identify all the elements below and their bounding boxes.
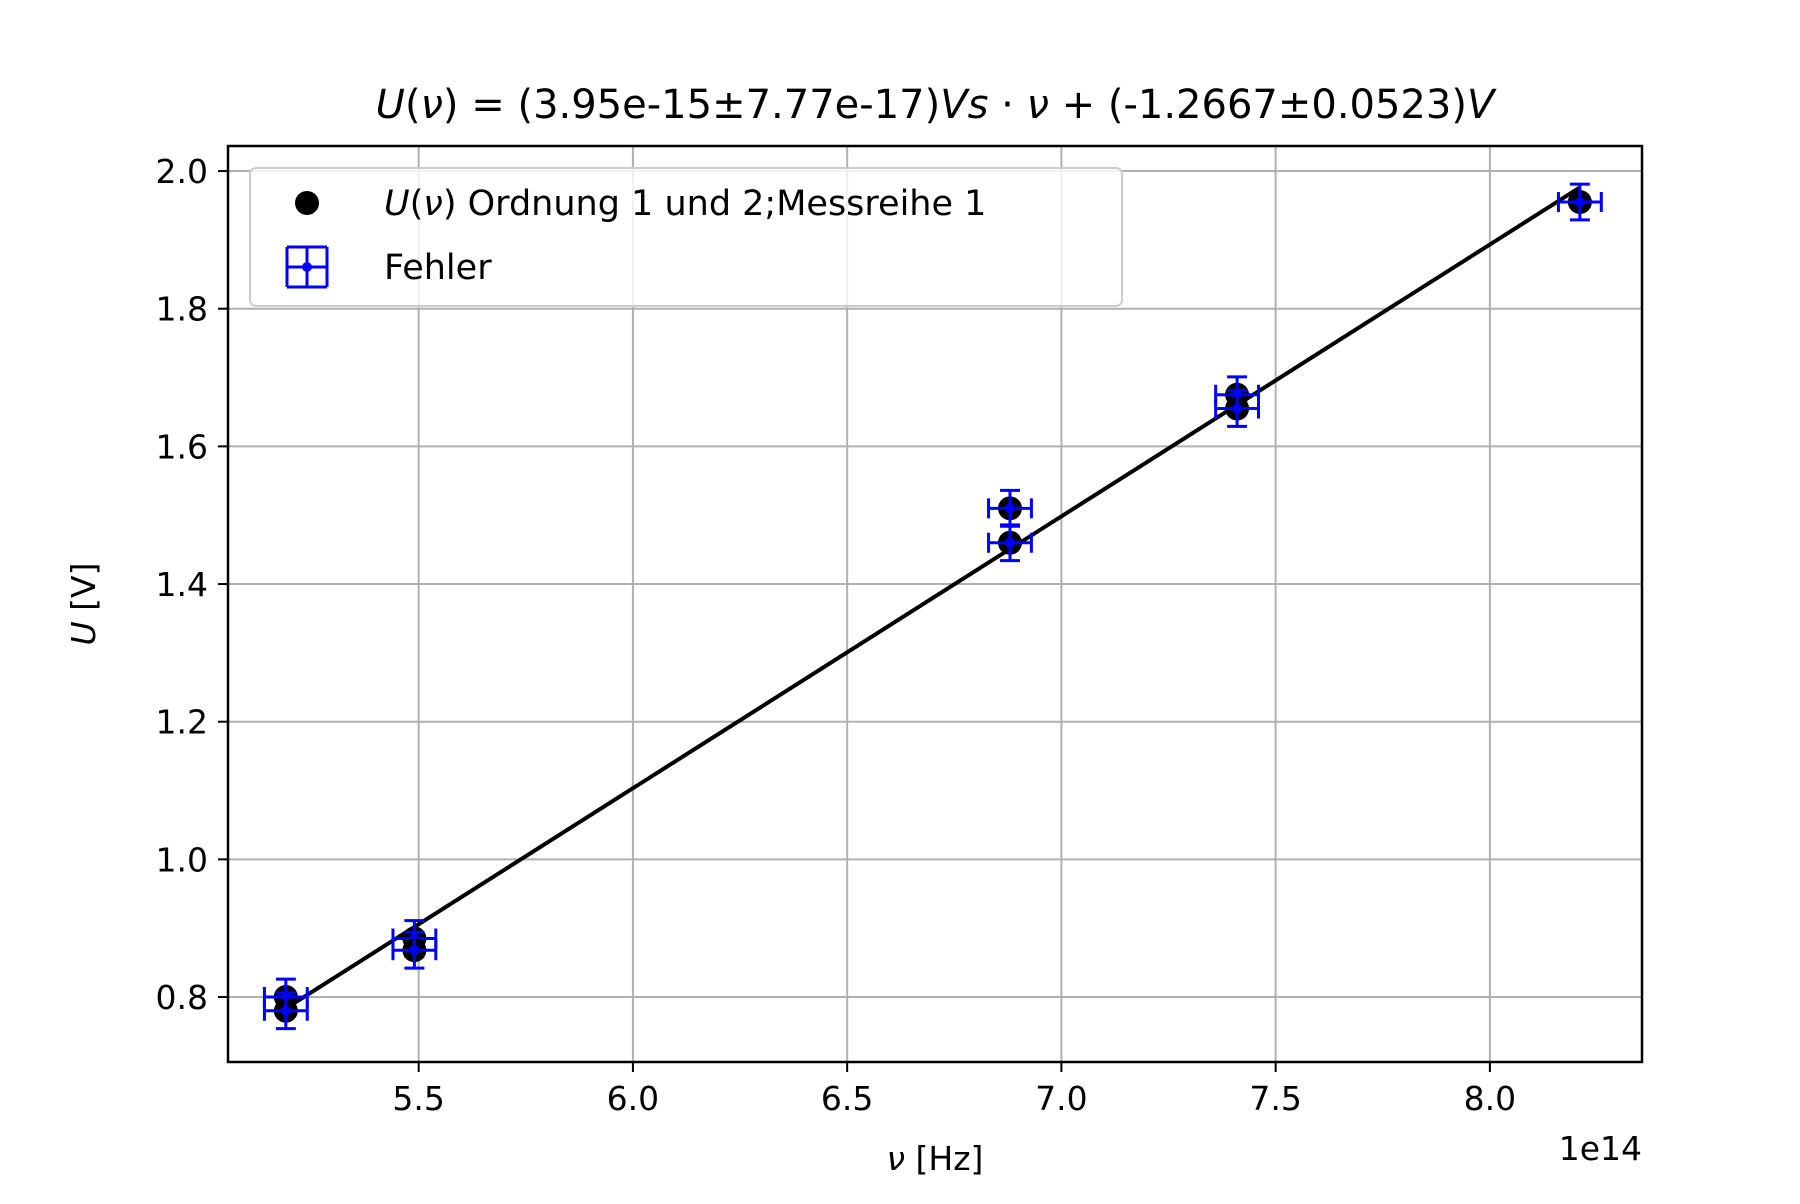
error-center-marker (1574, 197, 1585, 208)
data-point (262, 991, 309, 1031)
error-center-marker (1232, 403, 1243, 414)
legend-dot-icon (295, 191, 319, 215)
data-points-layer (262, 182, 1603, 1031)
y-tick-label: 1.4 (156, 565, 208, 604)
legend: U(ν) Ordnung 1 und 2;Messreihe 1 Fehler (249, 167, 1123, 307)
data-point (1556, 182, 1603, 222)
y-tick-label: 1.0 (156, 840, 208, 879)
data-point (987, 523, 1033, 563)
y-tick-label: 1.8 (156, 290, 208, 329)
fit-line (284, 185, 1581, 1011)
legend-label: U(ν) Ordnung 1 und 2;Messreihe 1 (384, 184, 986, 224)
x-tick-label: 7.5 (1249, 1079, 1301, 1118)
fit-line-layer (284, 185, 1581, 1011)
data-point (1214, 389, 1261, 428)
x-tick-label: 7.0 (1035, 1079, 1087, 1118)
x-offset-label: 1e14 (1559, 1129, 1642, 1168)
y-tick-label: 1.6 (156, 427, 208, 466)
y-tick-label: 2.0 (156, 152, 208, 191)
legend-box (249, 167, 1123, 307)
y-tick-label: 0.8 (156, 978, 208, 1017)
data-point (391, 930, 438, 970)
error-center-marker (409, 945, 420, 956)
error-center-marker (280, 1005, 291, 1016)
x-tick-label: 6.5 (821, 1079, 873, 1118)
x-tick-label: 5.5 (392, 1079, 444, 1118)
x-tick-label: 8.0 (1464, 1079, 1516, 1118)
error-center-marker (1004, 503, 1015, 514)
axis-ticks: 5.5 6.0 6.5 7.0 7.5 8.0 0.8 1.0 1.2 1.4 1.6 1.8 2.0 (156, 152, 1517, 1118)
y-axis-label: U [V] (64, 563, 103, 646)
x-tick-label: 6.0 (607, 1079, 659, 1118)
error-center-marker (1004, 537, 1015, 548)
y-tick-label: 1.2 (156, 703, 208, 742)
legend-label: Fehler (384, 248, 492, 288)
chart-title: U(ν) = (3.95e-15±7.77e-17)Vs · ν + (-1.2… (376, 82, 1497, 128)
x-axis-label: ν [Hz] (887, 1139, 984, 1178)
legend-errorbar-icon (302, 262, 312, 272)
plot-frame (226, 144, 1644, 1064)
